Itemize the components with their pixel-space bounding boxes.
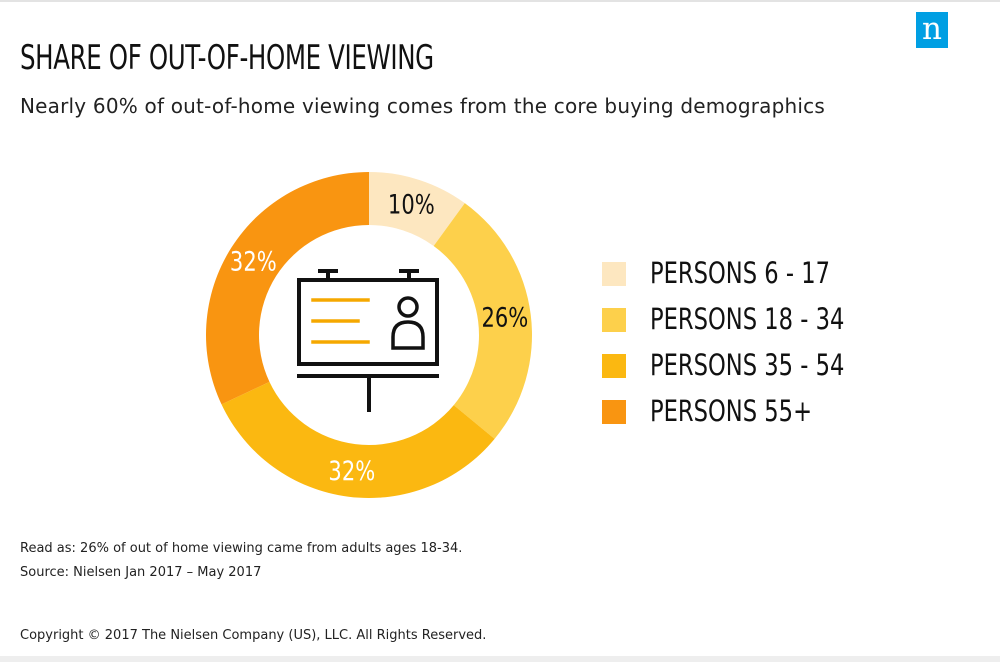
logo-letter: n	[922, 11, 942, 47]
donut-segment-2	[433, 203, 532, 439]
top-divider	[0, 0, 1000, 2]
donut-segment-1	[369, 172, 465, 247]
bottom-divider	[0, 656, 1000, 662]
donut-data-label: 10%	[388, 189, 435, 220]
donut-data-label: 32%	[230, 246, 277, 277]
legend-swatch	[602, 400, 626, 424]
legend-label: PERSONS 35 - 54	[650, 348, 845, 382]
legend-item: PERSONS 18 - 34	[602, 302, 902, 348]
donut-segment-3	[221, 381, 495, 498]
legend-item: PERSONS 55+	[602, 394, 902, 440]
page-title: SHARE OF OUT-OF-HOME VIEWING	[20, 38, 434, 78]
legend-swatch	[602, 262, 626, 286]
read-as-note: Read as: 26% of out of home viewing came…	[20, 541, 463, 556]
legend-label: PERSONS 55+	[650, 394, 813, 428]
legend-label: PERSONS 6 - 17	[650, 256, 831, 290]
nielsen-logo-icon: n	[916, 12, 948, 48]
donut-data-label: 32%	[328, 455, 375, 486]
legend-item: PERSONS 35 - 54	[602, 348, 902, 394]
chart-legend: PERSONS 6 - 17 PERSONS 18 - 34 PERSONS 3…	[602, 256, 902, 440]
legend-swatch	[602, 354, 626, 378]
legend-label: PERSONS 18 - 34	[650, 302, 845, 336]
donut-segment-4	[205, 172, 369, 405]
legend-item: PERSONS 6 - 17	[602, 256, 902, 302]
donut-segment-labels: 10% 26% 32% 32%	[230, 189, 528, 486]
donut-segments	[205, 172, 532, 498]
billboard-icon	[297, 269, 439, 412]
legend-swatch	[602, 308, 626, 332]
page-subtitle: Nearly 60% of out-of-home viewing comes …	[20, 94, 825, 118]
source-note: Source: Nielsen Jan 2017 – May 2017	[20, 565, 262, 580]
donut-data-label: 26%	[482, 302, 529, 333]
copyright-note: Copyright © 2017 The Nielsen Company (US…	[20, 628, 487, 643]
